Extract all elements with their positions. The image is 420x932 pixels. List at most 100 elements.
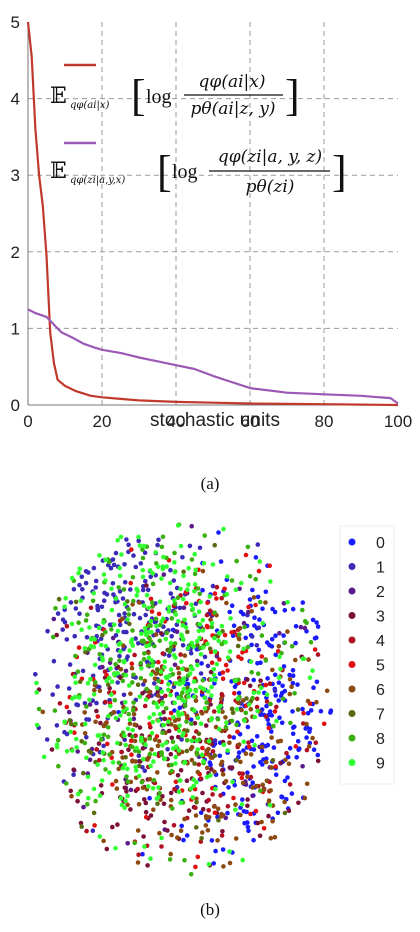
scatter-point xyxy=(125,766,130,772)
chart-grid xyxy=(28,22,398,405)
scatter-point xyxy=(125,654,130,659)
scatter-point xyxy=(86,570,91,575)
y-tick-label: 1 xyxy=(11,319,20,338)
scatter-point xyxy=(204,774,210,780)
legend-label: 5 xyxy=(376,658,385,675)
scatter-point xyxy=(162,756,168,762)
scatter-point xyxy=(254,734,260,739)
scatter-point xyxy=(81,804,86,810)
scatter-point xyxy=(207,646,213,651)
scatter-point xyxy=(213,848,218,854)
scatter-point xyxy=(100,750,106,755)
scatter-point xyxy=(155,564,161,570)
scatter-point xyxy=(142,768,148,774)
scatter-point xyxy=(178,768,184,773)
scatter-point xyxy=(163,740,169,745)
scatter-point xyxy=(77,582,82,588)
scatter-point xyxy=(140,851,145,857)
legend-bracket-left: [ xyxy=(131,71,146,120)
scatter-point xyxy=(79,574,85,580)
scatter-point xyxy=(154,796,160,801)
scatter-point xyxy=(194,800,199,805)
scatter-point xyxy=(235,696,241,701)
scatter-point xyxy=(126,683,132,688)
loss-line-chart: 0 1 2 3 4 5 0 20 40 60 80 100 stochastic units 𝔼 q… xyxy=(11,13,413,431)
scatter-point xyxy=(151,778,157,783)
scatter-point xyxy=(127,721,133,726)
scatter-point xyxy=(56,596,62,602)
scatter-point xyxy=(184,778,190,783)
scatter-point xyxy=(105,725,111,730)
scatter-point xyxy=(94,700,99,706)
x-tick-label: 100 xyxy=(384,412,412,431)
scatter-point xyxy=(149,658,154,663)
scatter-point xyxy=(265,676,270,681)
scatter-point xyxy=(220,676,226,681)
scatter-point xyxy=(159,619,164,624)
scatter-point xyxy=(172,786,177,792)
scatter-point xyxy=(176,734,181,740)
scatter-point xyxy=(259,633,265,638)
scatter-point xyxy=(287,745,293,751)
scatter-point xyxy=(131,553,136,558)
legend-denominator: pθ(ai|z, y) xyxy=(190,99,275,119)
scatter-point xyxy=(215,838,220,843)
scatter-point xyxy=(128,587,133,592)
scatter-point xyxy=(227,609,232,615)
scatter-point xyxy=(184,833,190,838)
scatter-point xyxy=(286,808,292,814)
scatter-point xyxy=(118,649,123,654)
scatter-point xyxy=(88,637,94,642)
scatter-point xyxy=(141,657,147,662)
scatter-point xyxy=(73,606,79,611)
scatter-point xyxy=(201,759,206,764)
scatter-point xyxy=(93,798,98,804)
scatter-point xyxy=(289,684,294,689)
scatter-point xyxy=(95,714,101,719)
scatter-point xyxy=(173,680,179,686)
scatter-point xyxy=(161,709,166,715)
scatter-point xyxy=(178,652,183,657)
scatter-point xyxy=(202,695,207,701)
scatter-point xyxy=(251,837,256,843)
scatter-point xyxy=(113,596,119,601)
scatter-point xyxy=(116,585,121,590)
scatter-point xyxy=(189,523,194,529)
scatter-point xyxy=(236,654,241,660)
scatter-point xyxy=(51,616,57,622)
scatter-point xyxy=(270,606,275,612)
scatter-point xyxy=(118,713,123,718)
scatter-point xyxy=(73,721,78,727)
scatter-point xyxy=(195,715,201,721)
scatter-point xyxy=(287,782,293,787)
scatter-point xyxy=(260,782,266,788)
scatter-point xyxy=(143,697,149,702)
scatter-point xyxy=(185,587,190,592)
scatter-point xyxy=(129,665,135,671)
scatter-point xyxy=(191,679,197,684)
scatter-point xyxy=(180,643,186,648)
scatter-point xyxy=(231,623,237,628)
scatter-point xyxy=(103,699,108,705)
scatter-point xyxy=(155,628,160,633)
scatter-point xyxy=(150,604,155,609)
scatter-point xyxy=(225,748,230,753)
x-axis-label: stochastic units xyxy=(150,410,280,431)
scatter-point xyxy=(218,559,224,564)
scatter-point xyxy=(166,719,171,724)
scatter-point xyxy=(120,765,126,771)
scatter-point xyxy=(156,785,161,790)
scatter-point xyxy=(244,696,249,701)
scatter-point xyxy=(166,609,172,614)
scatter-point xyxy=(168,851,173,857)
scatter-point xyxy=(253,808,259,814)
scatter-point xyxy=(292,691,297,696)
scatter-point xyxy=(285,629,290,634)
scatter-point xyxy=(118,534,124,540)
scatter-point xyxy=(101,743,106,749)
scatter-point xyxy=(198,776,204,781)
scatter-point xyxy=(247,683,253,689)
scatter-point xyxy=(78,820,84,826)
scatter-point xyxy=(109,607,115,613)
scatter-point xyxy=(153,616,159,622)
